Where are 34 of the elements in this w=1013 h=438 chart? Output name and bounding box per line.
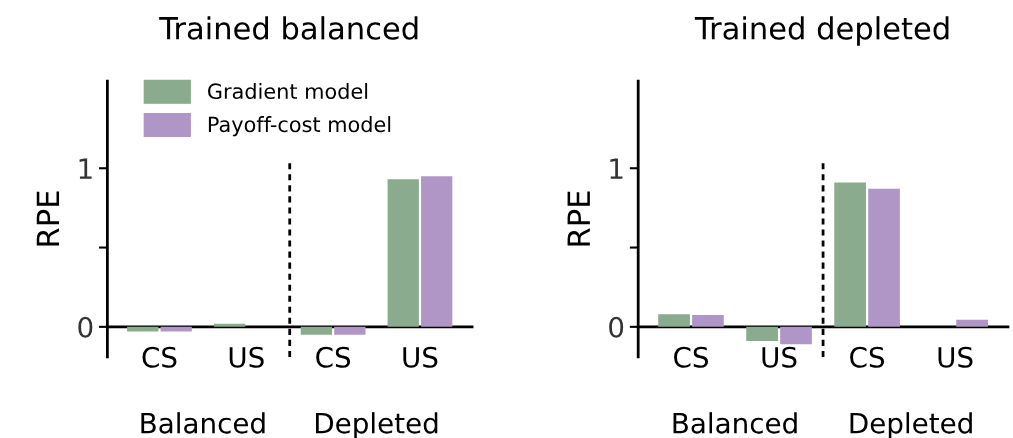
bar [834, 182, 866, 327]
bar [300, 326, 333, 335]
y-axis-title: RPE [36, 191, 60, 246]
chart-title: Trained depleted [694, 16, 949, 46]
bar [746, 326, 778, 342]
x-tick-label: US [762, 346, 797, 368]
text: Balanced [141, 412, 265, 434]
x-tick-label: US [229, 346, 264, 368]
x-tick-label: CS [142, 346, 177, 368]
x-tick-label: US [938, 346, 973, 368]
bar [692, 314, 724, 327]
bar [127, 326, 159, 332]
x-tick-label: CS [850, 346, 885, 368]
bar [658, 314, 690, 327]
x-tick-label: US [403, 346, 438, 368]
y-tick-label: 1 [610, 158, 623, 179]
bar [387, 179, 419, 327]
chart-title: Trained balanced [159, 16, 418, 40]
x-tick-label: CS [674, 346, 708, 368]
y-tick-label: 0 [609, 316, 624, 338]
text: Balanced [673, 412, 797, 434]
bar [956, 319, 988, 327]
bar [780, 326, 812, 345]
bar [421, 176, 453, 327]
bar [334, 326, 366, 335]
bar [213, 323, 246, 327]
legend-label: Gradient model [208, 82, 368, 100]
bar [160, 326, 192, 332]
x-tick-label: CS [316, 346, 351, 368]
y-tick-label: 1 [79, 158, 92, 179]
y-tick-label: 0 [78, 316, 93, 338]
y-axis-title: RPE [567, 191, 590, 246]
legend-label: Payoff-cost model [208, 116, 391, 137]
bar [868, 188, 900, 327]
